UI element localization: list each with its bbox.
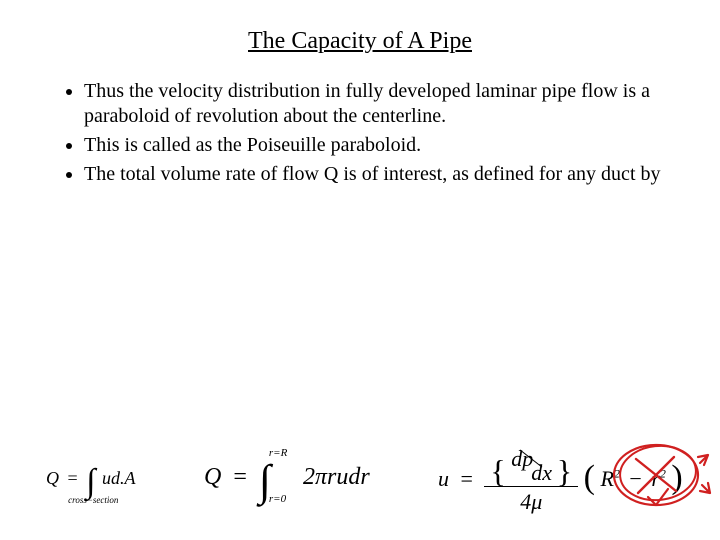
bullet-item: The total volume rate of flow Q is of in… (84, 162, 670, 187)
slide-title: The Capacity of A Pipe (0, 0, 720, 55)
eq-u-expression: u = { dp dx } 4μ ( R2 − r2 (438, 447, 683, 515)
eq-q-integral-ua: Q = ∫ cross−section ud.A (46, 461, 135, 499)
bullet-item: This is called as the Poiseuille parabol… (84, 133, 670, 158)
eq-q-integral-2pir: Q = ∫ r=R r=0 2πrudr (204, 453, 370, 504)
bullet-list: Thus the velocity distribution in fully … (60, 79, 670, 187)
bullet-item: Thus the velocity distribution in fully … (84, 79, 670, 129)
